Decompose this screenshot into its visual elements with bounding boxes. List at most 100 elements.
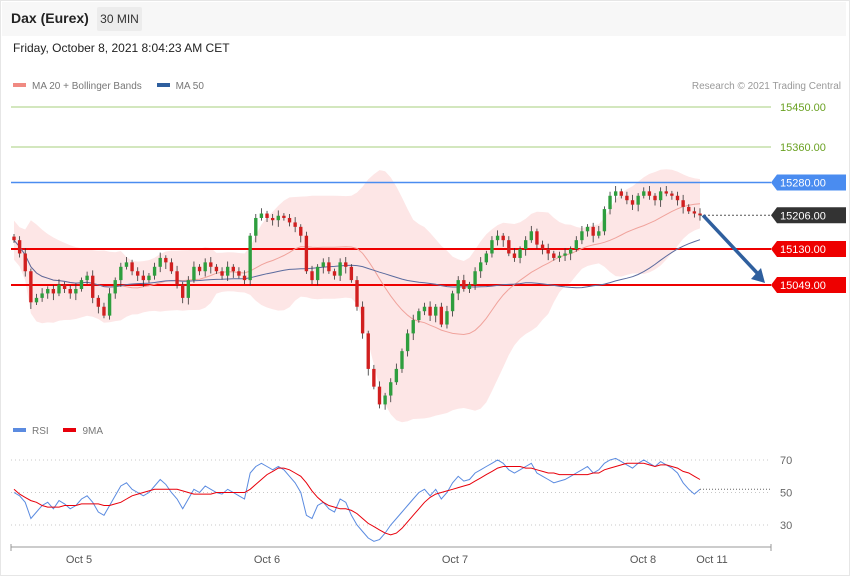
candle-body <box>630 200 635 205</box>
rsi-line <box>13 457 701 542</box>
rsi-legend: RSI 9MA <box>13 426 115 437</box>
candle-body <box>197 266 202 272</box>
candle-body <box>74 288 78 294</box>
candle-body <box>107 293 112 316</box>
candle-body <box>360 306 365 334</box>
candle-body <box>40 293 44 298</box>
candle-body <box>85 275 89 281</box>
candle-body <box>270 217 275 221</box>
forecast-arrow-head <box>751 268 765 283</box>
candle-body <box>119 266 123 281</box>
interval-selector[interactable]: 30 MIN <box>97 7 142 31</box>
candle-body <box>450 293 455 312</box>
candle-body <box>79 280 84 289</box>
candle-body <box>181 284 185 298</box>
rsi-tick-50: 50 <box>780 488 792 500</box>
candle-body <box>29 271 33 303</box>
candle-body <box>57 284 61 294</box>
candle-body <box>136 271 140 276</box>
candle-body <box>62 284 67 289</box>
candle-body <box>602 209 607 232</box>
candle-body <box>568 249 573 254</box>
candle-body <box>293 222 297 227</box>
legend-swatch-9ma <box>63 428 77 433</box>
candle-body <box>591 226 595 236</box>
candle-body <box>563 253 567 256</box>
main-legend: MA 20 + Bollinger Bands MA 50 <box>13 81 216 92</box>
candle-body <box>608 195 612 210</box>
candle-body <box>355 280 359 307</box>
level-tag-3 <box>771 241 846 258</box>
candle-body <box>310 271 314 281</box>
candle-body <box>417 311 421 321</box>
candle-body <box>147 275 151 281</box>
candle-body <box>692 211 697 214</box>
candle-body <box>546 249 550 254</box>
candle-body <box>518 249 522 258</box>
candle-body <box>394 368 399 383</box>
legend-label-rsi: RSI <box>32 426 49 437</box>
credit-text: Research © 2021 Trading Central <box>691 81 841 92</box>
candle-body <box>68 288 72 294</box>
candle-body <box>113 280 117 294</box>
x-axis-label: Oct 6 <box>254 554 280 566</box>
candle-body <box>653 195 657 201</box>
header-bar <box>2 2 846 36</box>
x-axis-label: Oct 11 <box>696 554 728 566</box>
candle-body <box>619 191 623 196</box>
candle-body <box>327 262 331 272</box>
candle-body <box>130 262 134 272</box>
candle-body <box>91 275 95 298</box>
legend-swatch-ma50 <box>156 83 170 88</box>
candle-body <box>529 231 533 241</box>
candle-body <box>304 235 309 272</box>
candle-body <box>490 240 494 254</box>
candle-body <box>681 200 685 207</box>
candle-body <box>389 382 393 396</box>
candle-body <box>372 368 376 387</box>
ma20-line <box>13 203 701 336</box>
candle-body <box>315 266 320 281</box>
candle-body <box>34 297 39 303</box>
candle-body <box>141 275 146 281</box>
candle-body <box>512 253 517 258</box>
legend-label-ma20: MA 20 + Bollinger Bands <box>32 81 142 92</box>
candle-body <box>670 193 674 196</box>
legend-label-ma50: MA 50 <box>175 81 204 92</box>
candle-body <box>495 235 500 241</box>
candle-body <box>625 195 629 201</box>
forecast-arrow-shaft <box>701 214 761 277</box>
candle-body <box>282 215 286 218</box>
candle-body <box>473 271 477 285</box>
rsi-tick-30: 30 <box>780 520 792 532</box>
candle-body <box>484 253 489 263</box>
candle-body <box>698 213 702 216</box>
candle-body <box>687 206 691 212</box>
candle-body <box>557 255 562 258</box>
candle-body <box>158 257 162 267</box>
level-tag-2 <box>771 174 846 191</box>
candle-body <box>613 191 618 196</box>
x-axis-label: Oct 8 <box>630 554 656 566</box>
candle-body <box>248 235 252 281</box>
candle-body <box>642 191 646 196</box>
level-label-1: 15360.00 <box>780 142 826 154</box>
candle-body <box>225 266 230 276</box>
candle-body <box>597 231 601 236</box>
candle-body <box>585 226 590 232</box>
candle-body <box>164 257 168 263</box>
candle-body <box>445 311 449 325</box>
x-axis-label: Oct 5 <box>66 554 92 566</box>
candle-body <box>203 262 207 272</box>
candle-body <box>383 395 387 405</box>
candle-body <box>237 271 241 276</box>
candle-body <box>102 306 106 316</box>
rsi-9ma-line <box>13 462 701 536</box>
ma50-line <box>13 239 701 289</box>
candle-body <box>456 280 460 294</box>
candle-body <box>299 226 303 236</box>
candle-body <box>552 253 556 258</box>
candle-body <box>220 271 224 276</box>
candle-body <box>265 213 269 218</box>
